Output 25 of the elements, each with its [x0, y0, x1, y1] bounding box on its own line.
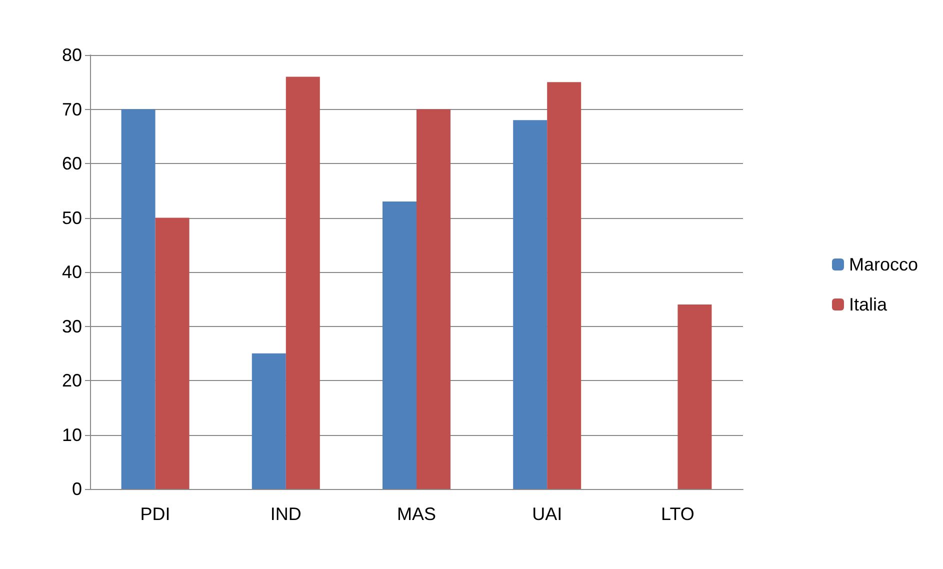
bar — [547, 82, 582, 489]
y-tick-label: 10 — [62, 424, 82, 445]
y-tick-label: 40 — [62, 262, 82, 282]
x-tick-label: PDI — [140, 504, 170, 524]
y-tick-label: 80 — [62, 45, 82, 65]
bar — [382, 201, 416, 489]
y-tick-label: 70 — [62, 99, 82, 120]
bar — [678, 304, 712, 489]
x-tick-label: UAI — [532, 504, 562, 524]
y-tick-label: 20 — [62, 370, 82, 390]
y-tick-label: 60 — [62, 154, 82, 174]
bar — [252, 353, 286, 489]
x-tick-label: IND — [270, 504, 302, 524]
x-tick-label: LTO — [661, 504, 694, 524]
bar — [513, 120, 548, 489]
bar — [155, 218, 190, 489]
bar — [416, 109, 450, 489]
legend-label: Marocco — [848, 254, 918, 274]
x-tick-label: MAS — [396, 504, 436, 524]
y-tick-label: 50 — [62, 208, 82, 228]
bar — [286, 76, 320, 489]
y-tick-label: 30 — [62, 316, 82, 336]
y-tick-label: 0 — [72, 479, 82, 499]
bar — [121, 109, 156, 489]
legend-label: Italia — [848, 294, 888, 314]
